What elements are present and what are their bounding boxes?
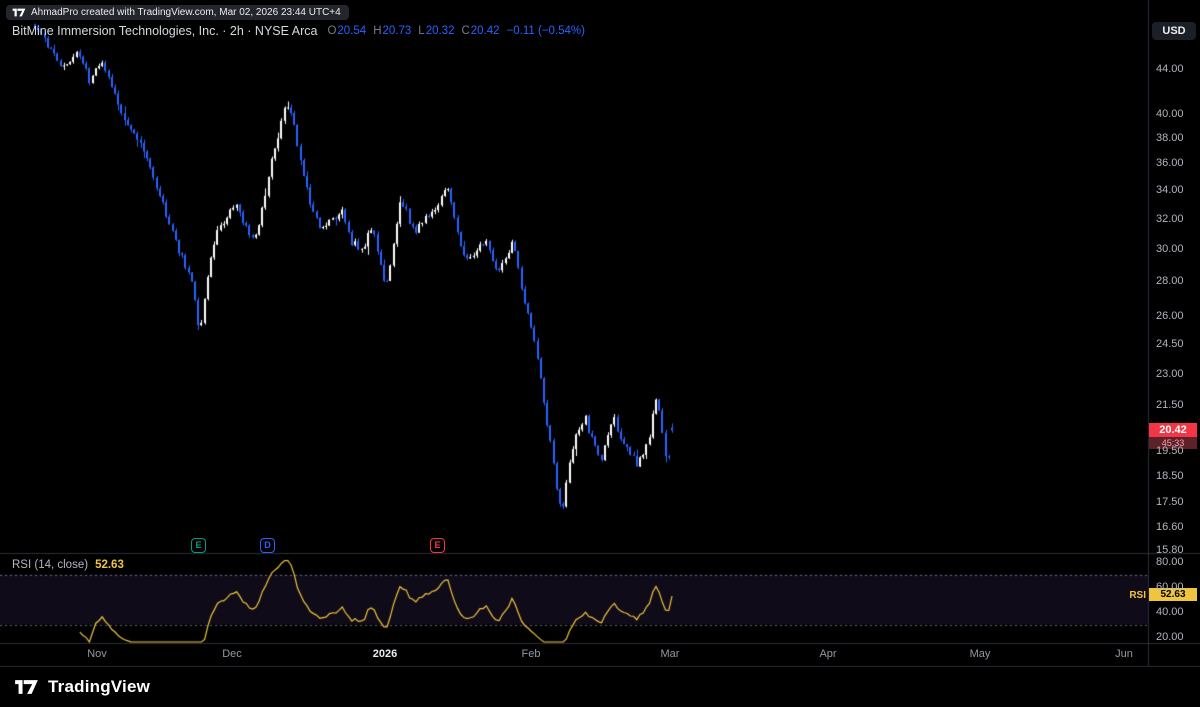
price-scale-tick: 36.00 (1156, 157, 1184, 170)
symbol-info-bar[interactable]: BitMine Immersion Technologies, Inc. · 2… (12, 24, 585, 38)
rsi-indicator-value: 52.63 (95, 559, 124, 571)
tradingview-wordmark[interactable]: TradingView (48, 677, 151, 696)
open-label: O (327, 25, 337, 37)
tradingview-logo-icon[interactable] (14, 679, 39, 695)
close-label: C (461, 25, 470, 37)
event-marker-e[interactable]: E (191, 538, 206, 553)
price-scale-tick: 21.50 (1156, 399, 1184, 412)
time-axis-tick: 2026 (372, 648, 398, 660)
rsi-scale-tick: 80.00 (1156, 556, 1184, 568)
high-value: 20.73 (382, 25, 412, 37)
price-scale-tick: 30.00 (1156, 242, 1184, 255)
price-scale-tick: 32.00 (1156, 212, 1184, 225)
event-marker-e[interactable]: E (430, 538, 445, 553)
rsi-scale-tick: 60.00 (1156, 581, 1184, 593)
rsi-axis-value: 52.63 (1149, 588, 1197, 601)
change-value: −0.11 (−0.54%) (506, 25, 585, 37)
time-axis-tick: Feb (521, 648, 541, 660)
price-scale-tick: 15.80 (1156, 543, 1184, 556)
watermark-pill: AhmadPro created with TradingView.com, M… (6, 5, 349, 20)
price-scale-tick: 26.00 (1156, 310, 1184, 323)
event-marker-d[interactable]: D (260, 538, 275, 553)
symbol-title[interactable]: BitMine Immersion Technologies, Inc. · 2… (12, 24, 318, 38)
open-value: 20.54 (337, 25, 367, 37)
rsi-scale-tick: 20.00 (1156, 631, 1184, 643)
price-scale-tick: 38.00 (1156, 131, 1184, 144)
currency-toggle-button[interactable]: USD (1152, 22, 1196, 40)
price-scale-tick: 40.00 (1156, 107, 1184, 120)
time-axis-tick: Dec (222, 648, 242, 660)
price-scale-tick: 23.00 (1156, 367, 1184, 380)
price-scale-tick: 16.60 (1156, 520, 1184, 533)
price-scale-tick: 28.00 (1156, 275, 1184, 288)
price-scale-tick: 18.50 (1156, 469, 1184, 482)
rsi-scale-tick: 40.00 (1156, 606, 1184, 618)
time-axis-tick: Mar (660, 648, 680, 660)
rsi-indicator-label: RSI (14, close) (12, 559, 89, 571)
bar-countdown-label: 45:33 (1149, 437, 1197, 449)
price-scale-tick: 44.00 (1156, 63, 1184, 75)
price-scale-tick: 24.50 (1156, 337, 1184, 350)
price-scale-tick: 19.50 (1156, 445, 1184, 458)
watermark-text: AhmadPro created with TradingView.com, M… (31, 7, 341, 18)
rsi-axis-name: RSI (1129, 590, 1146, 601)
ohlc-values: O 20.54 H 20.73 L 20.32 C 20.42 −0.11 (−0.54… (327, 25, 585, 37)
time-axis-tick: Apr (819, 648, 837, 660)
low-value: 20.32 (425, 25, 455, 37)
low-label: L (418, 25, 425, 37)
close-value: 20.42 (470, 25, 500, 37)
tradingview-logo-icon (12, 8, 26, 17)
time-axis-tick: May (969, 648, 991, 660)
rsi-indicator-header[interactable]: RSI (14, close) 52.63 (12, 559, 124, 571)
footer-bar: TradingView (0, 667, 1200, 707)
time-axis-tick: Nov (87, 648, 107, 660)
last-price-label: 20.42 (1149, 423, 1197, 437)
high-label: H (373, 25, 382, 37)
price-scale-tick: 34.00 (1156, 184, 1184, 197)
time-axis-tick: Jun (1115, 648, 1133, 660)
price-scale-tick: 17.50 (1156, 495, 1184, 508)
